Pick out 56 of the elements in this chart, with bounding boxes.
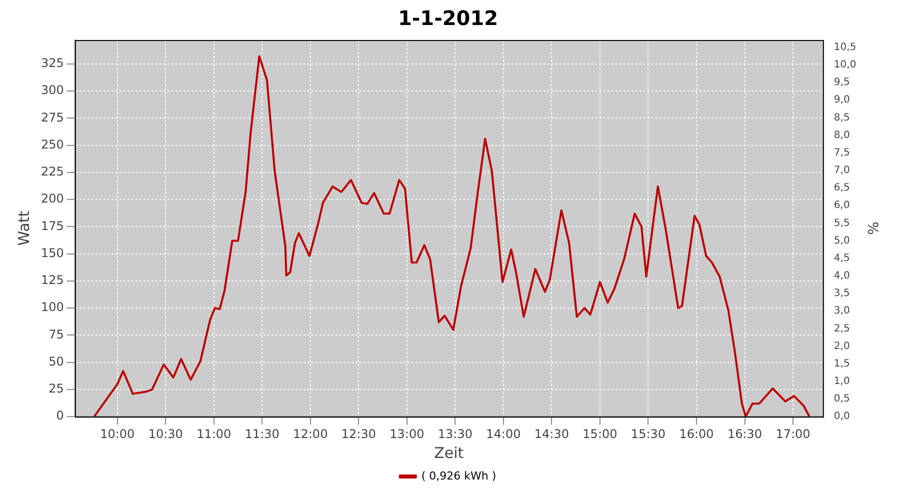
y2-tick-label: 4,0 [834, 270, 850, 282]
y-tick-label: 50 [48, 354, 64, 368]
y2-tick-label: 3,0 [834, 306, 850, 317]
y2-tick-label: 2,5 [834, 323, 850, 334]
y2-tick-label: 0,5 [834, 394, 850, 405]
x-tick-label: 11:00 [196, 426, 232, 441]
y-tick-label: 25 [48, 382, 64, 396]
x-tick-label: 11:30 [244, 426, 280, 441]
y2-tick-label: 7,5 [834, 147, 850, 158]
y2-tick-label: 8,5 [834, 112, 850, 124]
y-tick-label: 250 [41, 137, 64, 152]
y-tick-label: 225 [41, 164, 64, 179]
y2-tick-label: 6,5 [834, 182, 850, 194]
y-tick-label: 100 [41, 300, 64, 314]
x-tick-label: 13:30 [438, 426, 472, 441]
y2-tick-label: 1,0 [834, 376, 850, 388]
y-tick-label: 125 [41, 273, 64, 288]
y2-tick-label: 8,0 [834, 130, 850, 141]
y2-tick-label: 4,5 [834, 252, 850, 264]
y2-tick-label: 9,0 [834, 94, 850, 106]
x-tick-label: 14:00 [486, 426, 521, 441]
y-tick-label: 150 [41, 246, 64, 260]
x-tick-label: 12:30 [341, 426, 376, 441]
x-tick-label: 10:30 [148, 426, 183, 441]
y2-tick-label: 10,5 [834, 42, 856, 53]
x-tick-label: 16:00 [679, 426, 714, 441]
y-tick-label: 0 [56, 408, 64, 423]
x-tick-label: 16:30 [727, 426, 762, 441]
y2-tick-label: 6,0 [834, 200, 850, 212]
x-tick-label: 17:00 [776, 426, 810, 441]
y-tick-label: 300 [41, 83, 64, 98]
y-tick-label: 175 [41, 218, 64, 233]
y-tick-label: 325 [41, 56, 64, 70]
y2-tick-label: 5,5 [834, 218, 850, 229]
y-axis-title: Watt [14, 210, 33, 246]
x-tick-label: 10:00 [100, 426, 135, 441]
x-tick-label: 14:30 [534, 426, 570, 441]
y2-tick-label: 0,0 [834, 411, 850, 422]
y-tick-label: 200 [41, 192, 64, 206]
y2-axis-title: % [864, 222, 880, 235]
y2-tick-label: 9,5 [834, 77, 850, 88]
legend-label: ( 0,926 kWh ) [421, 469, 496, 482]
y2-tick-label: 2,0 [834, 340, 850, 352]
y2-tick-label: 10,0 [834, 60, 856, 71]
y2-tick-label: 5,0 [834, 235, 850, 246]
y2-tick-label: 1,5 [834, 358, 850, 370]
x-tick-label: 15:30 [630, 426, 666, 441]
y-tick-label: 275 [41, 110, 64, 124]
x-axis-title: Zeit [434, 444, 464, 462]
x-tick-label: 12:00 [293, 426, 328, 441]
x-tick-label: 15:00 [582, 426, 618, 441]
y2-tick-label: 3,5 [834, 288, 850, 300]
y-tick-label: 75 [48, 327, 64, 342]
chart-title: 1-1-2012 [398, 6, 498, 30]
x-tick-label: 13:00 [390, 426, 424, 441]
y2-tick-label: 7,0 [834, 165, 850, 176]
